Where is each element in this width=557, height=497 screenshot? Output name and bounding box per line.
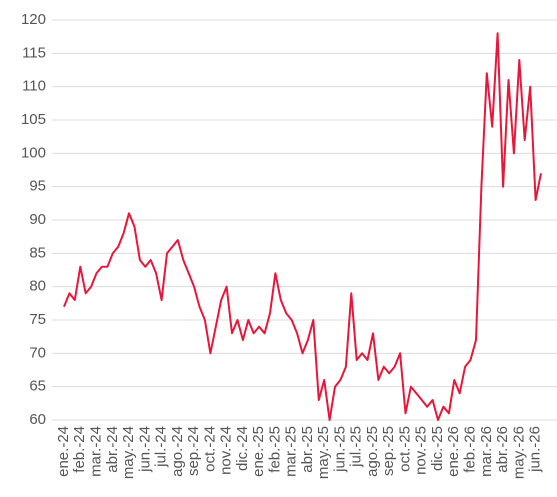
x-tick-label: jul.-25 [348,426,365,468]
x-tick-label: nov.-24 [218,426,235,475]
y-tick-label: 95 [29,178,46,195]
y-tick-label: 75 [29,311,46,328]
x-tick-label: oct.-24 [201,426,218,472]
y-tick-label: 85 [29,244,46,261]
x-tick-label: feb.-25 [266,426,283,473]
y-tick-label: 120 [21,11,46,28]
y-tick-label: 70 [29,344,46,361]
x-tick-label: may.-26 [510,426,527,479]
x-tick-label: sep.-25 [380,426,397,476]
x-tick-label: jun.-25 [331,426,348,473]
x-tick-label: ene.-25 [250,426,267,477]
x-tick-label: may.-25 [315,426,332,479]
x-tick-label: jul.-24 [153,426,170,468]
y-tick-label: 100 [21,144,46,161]
x-tick-label: abr.-25 [299,426,316,473]
x-tick-label: feb.-24 [71,426,88,473]
x-tick-label: feb.-26 [462,426,479,473]
x-tick-label: ago.-24 [169,426,186,477]
x-tick-label: dic.-25 [429,426,446,471]
x-tick-label: abr.-26 [494,426,511,473]
y-tick-label: 90 [29,211,46,228]
x-tick-label: jun.-26 [527,426,544,473]
x-tick-label: may.-24 [120,426,137,479]
x-tick-label: ene.-24 [55,426,72,477]
y-tick-label: 80 [29,278,46,295]
y-tick-label: 65 [29,378,46,395]
x-tick-label: ene.-26 [445,426,462,477]
x-tick-label: oct.-25 [396,426,413,472]
x-tick-label: nov.-25 [413,426,430,475]
y-tick-label: 60 [29,411,46,428]
x-tick-label: mar.-25 [283,426,300,477]
x-tick-label: mar.-26 [478,426,495,477]
x-tick-label: ago.-25 [364,426,381,477]
x-tick-label: mar.-24 [87,426,104,477]
x-tick-label: sep.-24 [185,426,202,476]
x-tick-label: jun.-24 [136,426,153,473]
line [63,32,542,421]
y-tick-label: 115 [22,44,46,61]
x-tick-label: dic.-24 [234,426,251,471]
y-tick-label: 105 [21,111,46,128]
x-tick-label: abr.-24 [104,426,121,473]
y-tick-label: 110 [22,78,46,95]
